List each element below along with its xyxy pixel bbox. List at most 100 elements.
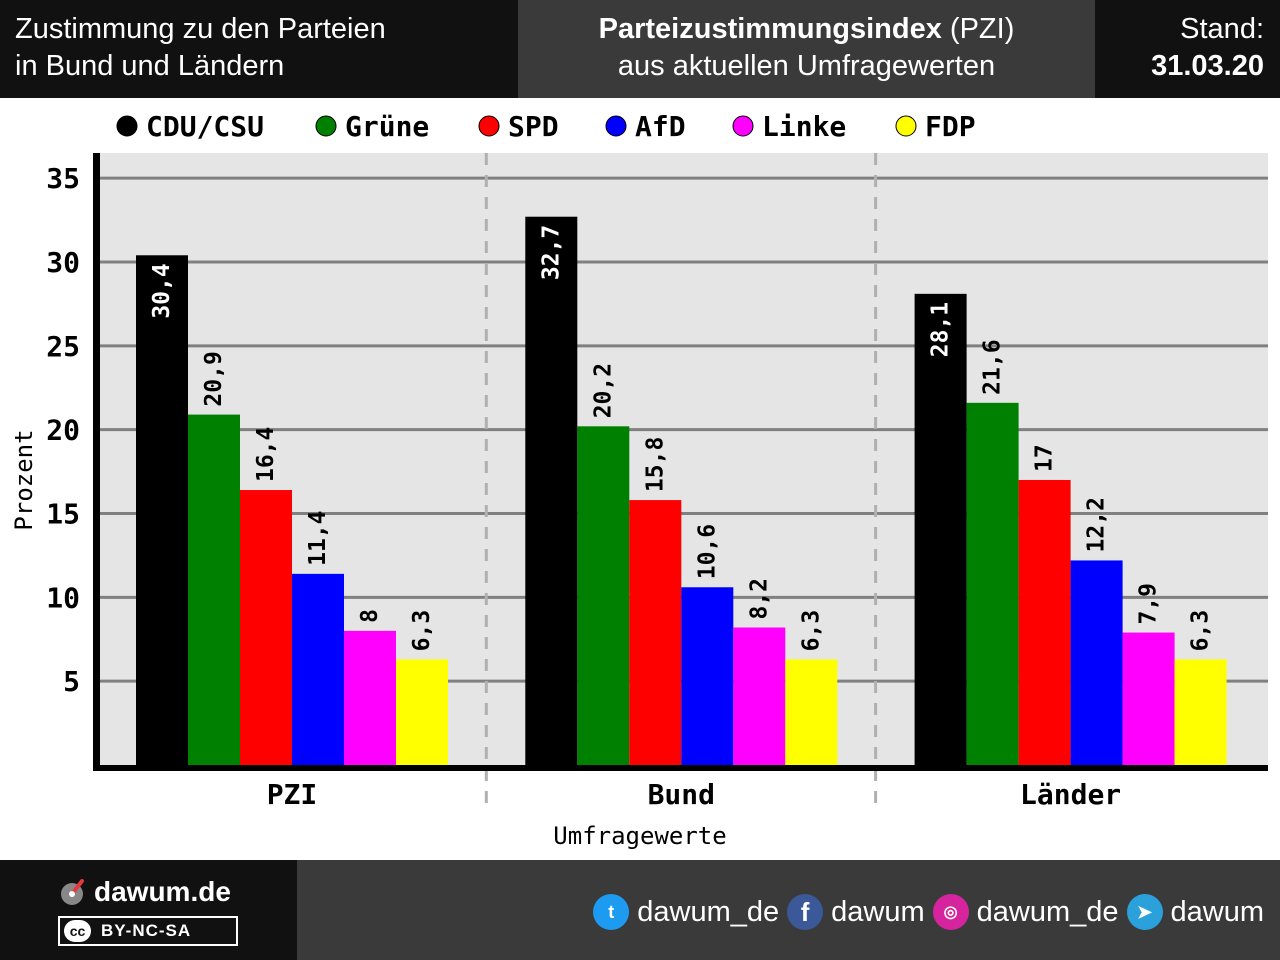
legend-label-cdu-csu: CDU/CSU [146,110,264,143]
license-badge[interactable]: cc BY-NC-SA [58,916,238,946]
subtitle-line-1: Zustimmung zu den Parteien [15,13,386,45]
value-label-pzi-gr-ne: 20,9 [201,351,227,406]
date-label: Stand: [1180,13,1264,45]
legend-label-linke: Linke [762,110,846,143]
instagram-handle: dawum_de [976,895,1119,928]
legend-swatch-afd [605,115,627,137]
bar-pzi-cdu-csu [136,255,188,765]
bar-pzi-fdp [396,659,448,765]
title-line-1: Parteizustimmungsindex (PZI) [518,11,1095,48]
value-label-bund-gr-ne: 20,2 [590,363,616,418]
bar-chart: CDU/CSU Grüne SPD AfD Linke FDP 30,4 20,9 16,4 1… [10,110,1268,850]
telegram-icon: ➤ [1126,894,1163,930]
y-axis-label: Prozent [10,429,38,530]
value-label-pzi-afd: 11,4 [305,510,331,565]
value-label-bund-fdp: 6,3 [798,610,824,652]
social-link-telegram[interactable]: ➤ dawum [1126,894,1265,930]
brand-name: dawum.de [94,876,231,907]
value-label-bund-afd: 10,6 [694,524,720,579]
value-label-pzi-cdu-csu: 30,4 [149,263,175,318]
twitter-icon: t [593,894,630,930]
twitter-handle: dawum_de [637,895,780,928]
header: Zustimmung zu den Parteien in Bund und L… [0,0,1280,98]
bar-l-nder-fdp [1174,659,1227,765]
x-axis-line [93,765,1268,771]
footer-brand-panel: dawum.de cc BY-NC-SA [0,860,297,960]
subtitle-line-2: in Bund und Ländern [15,50,285,82]
value-label-l-nder-cdu-csu: 28,1 [928,302,954,357]
bar-l-nder-gr-ne [966,402,1019,765]
value-label-l-nder-gr-ne: 21,6 [980,339,1006,394]
legend-label-afd: AfD [635,110,686,143]
value-label-bund-cdu-csu: 32,7 [538,225,564,280]
brand-link[interactable]: dawum.de [58,874,231,910]
header-title: Parteizustimmungsindex (PZI) aus aktuell… [518,0,1095,98]
bar-bund-fdp [785,659,838,765]
value-label-l-nder-spd: 17 [1032,444,1058,472]
x-tick-bund: Bund [648,778,715,811]
y-tick-25: 25 [46,330,80,363]
legend-label-gr-ne: Grüne [345,110,429,143]
header-date: Stand: 31.03.20 [1095,0,1280,98]
title-abbr: (PZI) [941,13,1015,45]
instagram-icon: ◎ [932,894,969,930]
y-tick-10: 10 [46,581,80,614]
facebook-handle: dawum [831,895,925,928]
value-labels: 30,4 20,9 16,4 11,4 8 6,3 32,7 20,2 15,8 10,6 8,2 6… [149,225,1214,652]
legend-swatch-spd [478,115,500,137]
bar-pzi-afd [292,573,344,765]
y-tick-20: 20 [46,414,80,447]
bars [136,216,1227,765]
date-value: 31.03.20 [1151,50,1264,82]
value-label-bund-linke: 8,2 [746,578,772,620]
x-axis-label: Umfragewerte [553,822,726,850]
y-axis-line [93,153,100,771]
y-tick-15: 15 [46,497,80,530]
value-label-pzi-spd: 16,4 [253,427,279,482]
facebook-icon: f [787,894,824,930]
legend-swatch-fdp [895,115,917,137]
y-tick-5: 5 [63,665,80,698]
y-tick-35: 35 [46,162,80,195]
legend-swatch-gr-ne [315,115,337,137]
gauge-icon [61,879,84,905]
legend-label-fdp: FDP [925,110,976,143]
value-label-l-nder-afd: 12,2 [1084,497,1110,552]
y-tick-30: 30 [46,246,80,279]
header-subtitle: Zustimmung zu den Parteien in Bund und L… [0,0,518,98]
bar-bund-gr-ne [577,426,630,765]
bar-pzi-gr-ne [188,414,240,765]
social-link-twitter[interactable]: t dawum_de [593,894,779,930]
license-text: BY-NC-SA [101,921,192,940]
legend-swatch-cdu-csu [116,115,138,137]
bar-l-nder-afd [1070,560,1123,765]
x-tick-pzi: PZI [267,778,318,811]
bar-bund-afd [681,587,734,765]
bar-pzi-linke [344,630,396,765]
value-label-l-nder-linke: 7,9 [1136,583,1162,625]
bar-bund-cdu-csu [525,216,578,765]
legend: CDU/CSU Grüne SPD AfD Linke FDP [116,110,976,143]
x-tick-labels: PZI Bund Länder [267,778,1121,811]
title-line-2: aus aktuellen Umfragewerten [617,50,996,82]
social-link-instagram[interactable]: ◎ dawum_de [932,894,1119,930]
social-links: t dawum_de f dawum ◎ dawum_de ➤ dawum [585,892,1264,932]
y-tick-labels: 5 10 15 20 25 30 35 [46,162,80,698]
value-label-pzi-linke: 8 [357,609,383,623]
bar-bund-linke [733,627,786,765]
bar-pzi-spd [240,490,292,765]
x-tick-l-nder: Länder [1020,778,1121,811]
legend-label-spd: SPD [508,110,559,143]
legend-swatch-linke [732,115,754,137]
bar-l-nder-spd [1018,479,1071,765]
title-bold: Parteizustimmungsindex [598,13,942,45]
cc-icon: cc [64,920,91,942]
bar-l-nder-linke [1122,632,1175,765]
bar-l-nder-cdu-csu [914,293,967,765]
value-label-bund-spd: 15,8 [642,437,668,492]
footer: dawum.de cc BY-NC-SA t dawum_de f dawum … [0,860,1280,960]
value-label-pzi-fdp: 6,3 [409,610,435,652]
telegram-handle: dawum [1170,895,1265,928]
bar-bund-spd [629,500,682,765]
social-link-facebook[interactable]: f dawum [787,894,925,930]
